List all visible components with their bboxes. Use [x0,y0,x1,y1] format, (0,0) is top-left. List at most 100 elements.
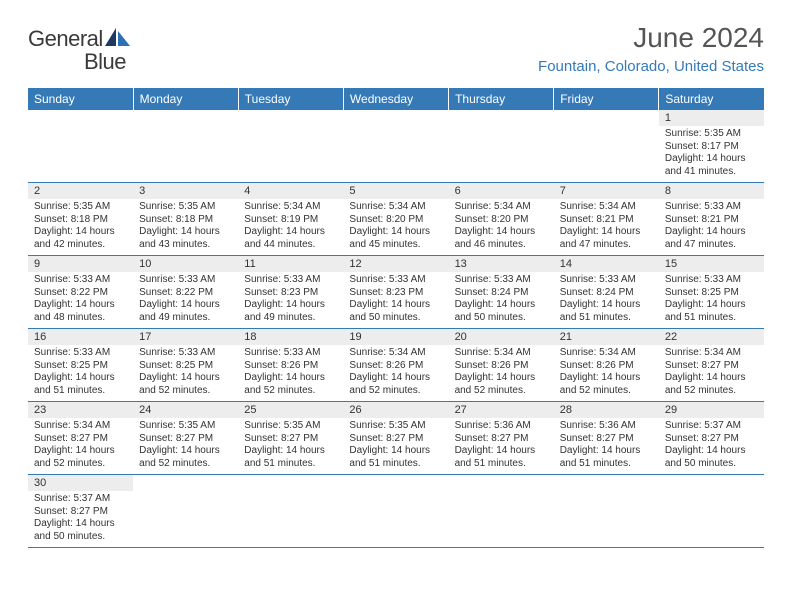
day-day2: and 48 minutes. [34,312,127,325]
day-day1: Daylight: 14 hours [34,372,127,385]
day-number: 27 [449,402,554,419]
day-day1: Daylight: 14 hours [560,299,653,312]
day-day1: Daylight: 14 hours [665,299,758,312]
day-sunset: Sunset: 8:26 PM [455,360,548,373]
day-number [554,110,659,126]
day-day1: Daylight: 14 hours [665,445,758,458]
day-day1: Daylight: 14 hours [455,299,548,312]
day-day1: Daylight: 14 hours [34,518,127,531]
day-sunset: Sunset: 8:18 PM [34,214,127,227]
day-number [554,475,659,492]
weekday-header: Saturday [659,88,764,110]
day-day1: Daylight: 14 hours [349,372,442,385]
day-sunset: Sunset: 8:27 PM [34,506,127,519]
day-number: 12 [343,256,448,273]
day-number-row: 23242526272829 [28,402,764,419]
day-number: 5 [343,183,448,200]
day-sunset: Sunset: 8:25 PM [139,360,232,373]
day-number: 30 [28,475,133,492]
day-number: 10 [133,256,238,273]
day-cell [133,126,238,183]
weekday-header: Thursday [449,88,554,110]
day-cell: Sunrise: 5:34 AMSunset: 8:20 PMDaylight:… [449,199,554,256]
day-number: 24 [133,402,238,419]
day-number: 28 [554,402,659,419]
day-day1: Daylight: 14 hours [455,445,548,458]
day-day2: and 52 minutes. [349,385,442,398]
day-sunrise: Sunrise: 5:33 AM [139,274,232,287]
day-day1: Daylight: 14 hours [244,299,337,312]
day-content-row: Sunrise: 5:33 AMSunset: 8:22 PMDaylight:… [28,272,764,329]
weekday-header-row: SundayMondayTuesdayWednesdayThursdayFrid… [28,88,764,110]
day-day2: and 51 minutes. [34,385,127,398]
weekday-header: Friday [554,88,659,110]
day-day2: and 52 minutes. [665,385,758,398]
day-number-row: 30 [28,475,764,492]
day-day1: Daylight: 14 hours [244,445,337,458]
day-number [133,475,238,492]
day-cell [133,491,238,548]
weekday-header: Sunday [28,88,133,110]
day-cell [343,126,448,183]
day-sunset: Sunset: 8:25 PM [34,360,127,373]
day-number: 20 [449,329,554,346]
day-sunrise: Sunrise: 5:35 AM [139,201,232,214]
day-number: 26 [343,402,448,419]
day-number [133,110,238,126]
logo: General Blue [28,28,131,82]
day-cell: Sunrise: 5:33 AMSunset: 8:25 PMDaylight:… [28,345,133,402]
day-sunrise: Sunrise: 5:34 AM [244,201,337,214]
day-sunrise: Sunrise: 5:33 AM [349,274,442,287]
day-day1: Daylight: 14 hours [560,226,653,239]
day-sunrise: Sunrise: 5:33 AM [560,274,653,287]
day-number: 14 [554,256,659,273]
day-cell: Sunrise: 5:33 AMSunset: 8:23 PMDaylight:… [238,272,343,329]
day-sunset: Sunset: 8:23 PM [244,287,337,300]
day-day2: and 45 minutes. [349,239,442,252]
day-sunrise: Sunrise: 5:34 AM [34,420,127,433]
day-sunset: Sunset: 8:27 PM [665,360,758,373]
day-sunrise: Sunrise: 5:36 AM [560,420,653,433]
day-content-row: Sunrise: 5:33 AMSunset: 8:25 PMDaylight:… [28,345,764,402]
day-number-row: 1 [28,110,764,126]
day-sunset: Sunset: 8:27 PM [560,433,653,446]
day-day2: and 41 minutes. [665,166,758,179]
day-number: 8 [659,183,764,200]
day-day1: Daylight: 14 hours [665,153,758,166]
day-day1: Daylight: 14 hours [34,226,127,239]
day-number: 23 [28,402,133,419]
day-number [238,110,343,126]
day-number [238,475,343,492]
day-sunset: Sunset: 8:22 PM [139,287,232,300]
day-cell: Sunrise: 5:34 AMSunset: 8:27 PMDaylight:… [28,418,133,475]
day-day2: and 52 minutes. [34,458,127,471]
day-cell: Sunrise: 5:34 AMSunset: 8:26 PMDaylight:… [449,345,554,402]
day-day2: and 52 minutes. [560,385,653,398]
day-number [28,110,133,126]
day-sunrise: Sunrise: 5:35 AM [665,128,758,141]
day-day1: Daylight: 14 hours [665,372,758,385]
day-day2: and 46 minutes. [455,239,548,252]
day-sunrise: Sunrise: 5:37 AM [665,420,758,433]
day-day2: and 50 minutes. [665,458,758,471]
day-cell: Sunrise: 5:35 AMSunset: 8:27 PMDaylight:… [133,418,238,475]
day-content-row: Sunrise: 5:35 AMSunset: 8:17 PMDaylight:… [28,126,764,183]
day-day2: and 51 minutes. [560,458,653,471]
day-number [449,475,554,492]
day-sunrise: Sunrise: 5:34 AM [349,347,442,360]
day-sunrise: Sunrise: 5:33 AM [455,274,548,287]
day-sunrise: Sunrise: 5:33 AM [34,347,127,360]
day-sunrise: Sunrise: 5:34 AM [455,201,548,214]
day-day1: Daylight: 14 hours [139,299,232,312]
day-day2: and 52 minutes. [455,385,548,398]
day-cell: Sunrise: 5:33 AMSunset: 8:26 PMDaylight:… [238,345,343,402]
day-day2: and 47 minutes. [560,239,653,252]
day-content-row: Sunrise: 5:35 AMSunset: 8:18 PMDaylight:… [28,199,764,256]
day-number: 21 [554,329,659,346]
day-sunrise: Sunrise: 5:35 AM [139,420,232,433]
day-cell: Sunrise: 5:35 AMSunset: 8:18 PMDaylight:… [133,199,238,256]
day-sunset: Sunset: 8:24 PM [455,287,548,300]
day-sunrise: Sunrise: 5:35 AM [244,420,337,433]
day-number [343,475,448,492]
day-sunset: Sunset: 8:25 PM [665,287,758,300]
